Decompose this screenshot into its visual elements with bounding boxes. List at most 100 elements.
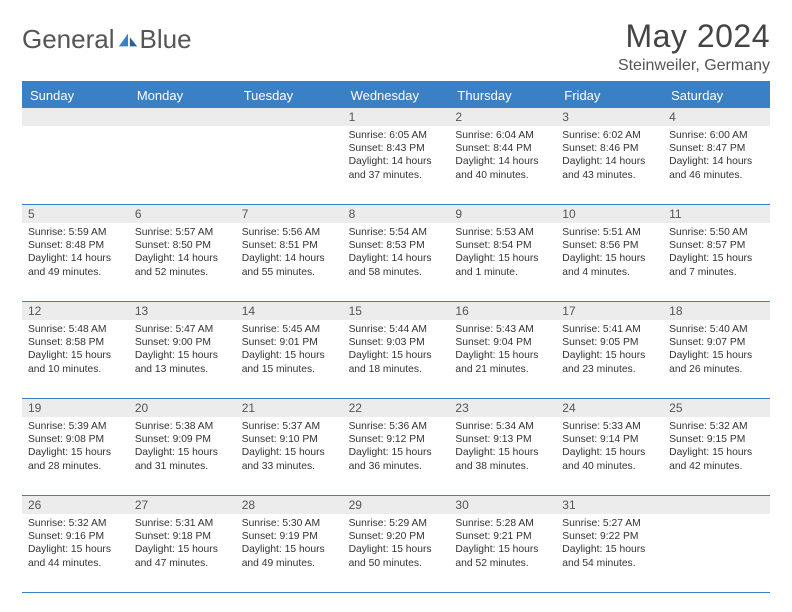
day-cell: Sunrise: 5:30 AMSunset: 9:19 PMDaylight:… (236, 514, 343, 592)
day-cell: Sunrise: 5:27 AMSunset: 9:22 PMDaylight:… (556, 514, 663, 592)
day-number: 31 (556, 496, 663, 514)
day-cell: Sunrise: 5:32 AMSunset: 9:15 PMDaylight:… (663, 417, 770, 495)
day-cell: Sunrise: 5:34 AMSunset: 9:13 PMDaylight:… (449, 417, 556, 495)
day-details: Sunrise: 5:41 AMSunset: 9:05 PMDaylight:… (562, 323, 657, 376)
day-header: Saturday (663, 83, 770, 108)
day-number: 9 (449, 205, 556, 223)
day-number: 26 (22, 496, 129, 514)
day-number: 8 (343, 205, 450, 223)
day-number: 29 (343, 496, 450, 514)
day-number: 30 (449, 496, 556, 514)
month-title: May 2024 (618, 18, 770, 55)
brand-part1: General (22, 24, 115, 55)
weeks-container: 1234Sunrise: 6:05 AMSunset: 8:43 PMDayli… (22, 108, 770, 593)
day-cell: Sunrise: 6:02 AMSunset: 8:46 PMDaylight:… (556, 126, 663, 204)
day-number: 16 (449, 302, 556, 320)
calendar: SundayMondayTuesdayWednesdayThursdayFrid… (22, 81, 770, 593)
day-number: 22 (343, 399, 450, 417)
day-number: 19 (22, 399, 129, 417)
week-row: Sunrise: 5:32 AMSunset: 9:16 PMDaylight:… (22, 514, 770, 593)
day-number: 2 (449, 108, 556, 126)
day-details: Sunrise: 5:53 AMSunset: 8:54 PMDaylight:… (455, 226, 550, 279)
day-details: Sunrise: 5:48 AMSunset: 8:58 PMDaylight:… (28, 323, 123, 376)
day-cell: Sunrise: 5:38 AMSunset: 9:09 PMDaylight:… (129, 417, 236, 495)
day-header: Thursday (449, 83, 556, 108)
day-cell: Sunrise: 5:53 AMSunset: 8:54 PMDaylight:… (449, 223, 556, 301)
daynum-row: 19202122232425 (22, 399, 770, 417)
empty-cell (22, 126, 129, 204)
week-row: Sunrise: 6:05 AMSunset: 8:43 PMDaylight:… (22, 126, 770, 205)
day-cell: Sunrise: 5:36 AMSunset: 9:12 PMDaylight:… (343, 417, 450, 495)
day-details: Sunrise: 5:59 AMSunset: 8:48 PMDaylight:… (28, 226, 123, 279)
day-cell: Sunrise: 5:40 AMSunset: 9:07 PMDaylight:… (663, 320, 770, 398)
day-number: 28 (236, 496, 343, 514)
day-cell: Sunrise: 5:31 AMSunset: 9:18 PMDaylight:… (129, 514, 236, 592)
day-number: 24 (556, 399, 663, 417)
day-details: Sunrise: 5:38 AMSunset: 9:09 PMDaylight:… (135, 420, 230, 473)
day-header: Sunday (22, 83, 129, 108)
day-number: 3 (556, 108, 663, 126)
day-number: 11 (663, 205, 770, 223)
day-cell: Sunrise: 5:50 AMSunset: 8:57 PMDaylight:… (663, 223, 770, 301)
day-number: 27 (129, 496, 236, 514)
day-header: Friday (556, 83, 663, 108)
day-number (129, 108, 236, 126)
day-header: Monday (129, 83, 236, 108)
day-details: Sunrise: 5:32 AMSunset: 9:16 PMDaylight:… (28, 517, 123, 570)
day-details: Sunrise: 5:45 AMSunset: 9:01 PMDaylight:… (242, 323, 337, 376)
daynum-row: 12131415161718 (22, 302, 770, 320)
day-number: 4 (663, 108, 770, 126)
day-details: Sunrise: 5:33 AMSunset: 9:14 PMDaylight:… (562, 420, 657, 473)
day-cell: Sunrise: 5:37 AMSunset: 9:10 PMDaylight:… (236, 417, 343, 495)
day-details: Sunrise: 5:51 AMSunset: 8:56 PMDaylight:… (562, 226, 657, 279)
day-number: 15 (343, 302, 450, 320)
day-details: Sunrise: 5:36 AMSunset: 9:12 PMDaylight:… (349, 420, 444, 473)
day-number: 21 (236, 399, 343, 417)
day-cell: Sunrise: 5:43 AMSunset: 9:04 PMDaylight:… (449, 320, 556, 398)
day-header: Wednesday (343, 83, 450, 108)
day-cell: Sunrise: 5:59 AMSunset: 8:48 PMDaylight:… (22, 223, 129, 301)
day-number (236, 108, 343, 126)
day-number (22, 108, 129, 126)
day-details: Sunrise: 5:31 AMSunset: 9:18 PMDaylight:… (135, 517, 230, 570)
day-cell: Sunrise: 5:57 AMSunset: 8:50 PMDaylight:… (129, 223, 236, 301)
week-row: Sunrise: 5:48 AMSunset: 8:58 PMDaylight:… (22, 320, 770, 399)
daynum-row: 262728293031 (22, 496, 770, 514)
brand-logo: General Blue (22, 18, 192, 55)
day-details: Sunrise: 5:37 AMSunset: 9:10 PMDaylight:… (242, 420, 337, 473)
day-details: Sunrise: 6:00 AMSunset: 8:47 PMDaylight:… (669, 129, 764, 182)
day-cell: Sunrise: 5:51 AMSunset: 8:56 PMDaylight:… (556, 223, 663, 301)
day-cell: Sunrise: 5:48 AMSunset: 8:58 PMDaylight:… (22, 320, 129, 398)
location-text: Steinweiler, Germany (618, 57, 770, 75)
sail-icon (117, 31, 139, 49)
week-row: Sunrise: 5:39 AMSunset: 9:08 PMDaylight:… (22, 417, 770, 496)
day-number: 10 (556, 205, 663, 223)
day-details: Sunrise: 6:02 AMSunset: 8:46 PMDaylight:… (562, 129, 657, 182)
day-details: Sunrise: 6:04 AMSunset: 8:44 PMDaylight:… (455, 129, 550, 182)
day-cell: Sunrise: 5:54 AMSunset: 8:53 PMDaylight:… (343, 223, 450, 301)
day-cell: Sunrise: 5:33 AMSunset: 9:14 PMDaylight:… (556, 417, 663, 495)
day-number: 17 (556, 302, 663, 320)
day-number: 14 (236, 302, 343, 320)
day-details: Sunrise: 5:40 AMSunset: 9:07 PMDaylight:… (669, 323, 764, 376)
day-cell: Sunrise: 5:44 AMSunset: 9:03 PMDaylight:… (343, 320, 450, 398)
day-details: Sunrise: 5:39 AMSunset: 9:08 PMDaylight:… (28, 420, 123, 473)
header: General Blue May 2024 Steinweiler, Germa… (22, 18, 770, 75)
day-details: Sunrise: 5:29 AMSunset: 9:20 PMDaylight:… (349, 517, 444, 570)
day-cell: Sunrise: 6:00 AMSunset: 8:47 PMDaylight:… (663, 126, 770, 204)
title-block: May 2024 Steinweiler, Germany (618, 18, 770, 75)
day-number: 25 (663, 399, 770, 417)
day-details: Sunrise: 5:44 AMSunset: 9:03 PMDaylight:… (349, 323, 444, 376)
day-details: Sunrise: 5:43 AMSunset: 9:04 PMDaylight:… (455, 323, 550, 376)
day-cell: Sunrise: 5:41 AMSunset: 9:05 PMDaylight:… (556, 320, 663, 398)
daynum-row: 1234 (22, 108, 770, 126)
day-cell: Sunrise: 5:45 AMSunset: 9:01 PMDaylight:… (236, 320, 343, 398)
empty-cell (129, 126, 236, 204)
day-details: Sunrise: 5:57 AMSunset: 8:50 PMDaylight:… (135, 226, 230, 279)
day-number: 23 (449, 399, 556, 417)
day-cell: Sunrise: 5:39 AMSunset: 9:08 PMDaylight:… (22, 417, 129, 495)
day-details: Sunrise: 5:56 AMSunset: 8:51 PMDaylight:… (242, 226, 337, 279)
day-details: Sunrise: 5:27 AMSunset: 9:22 PMDaylight:… (562, 517, 657, 570)
daynum-row: 567891011 (22, 205, 770, 223)
week-row: Sunrise: 5:59 AMSunset: 8:48 PMDaylight:… (22, 223, 770, 302)
